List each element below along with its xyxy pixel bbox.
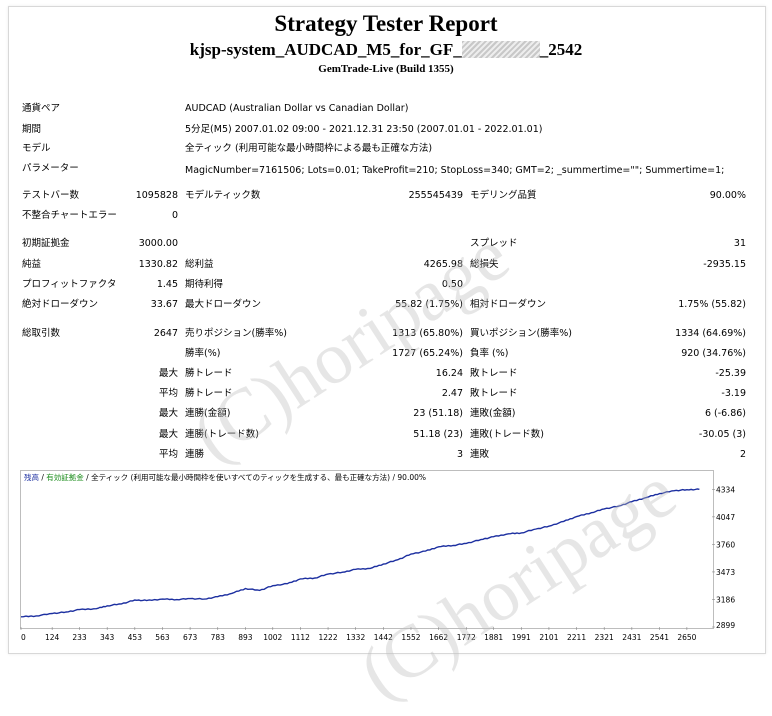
short-value: 1313 (65.80%) [392, 328, 463, 339]
deposit-value: 3000.00 [138, 238, 178, 249]
reldd-label: 相対ドローダウン [470, 299, 547, 310]
report-subtitle: kjsp-system_AUDCAD_M5_for_GF_ _2542 [0, 40, 772, 60]
consec-win-trades-label: 連勝(トレード数) [185, 429, 259, 440]
avg-loss-label: 敗トレード [470, 388, 518, 399]
legend-equity: 有効証拠金 [46, 473, 84, 482]
bars-value: 1095828 [135, 190, 178, 201]
long-label: 買いポジション(勝率%) [470, 328, 572, 339]
report-title: Strategy Tester Report [274, 11, 498, 36]
params-label: パラメーター [22, 163, 79, 174]
absdd-value: 33.67 [150, 299, 178, 310]
legend-rest: / 全ティック (利用可能な最小時間枠を使いすべてのティックを生成する、最も正確… [83, 473, 426, 482]
max-loss-value: -25.39 [715, 368, 746, 379]
netprofit-value: 1330.82 [138, 259, 178, 270]
redacted-block [461, 41, 540, 58]
pf-value: 1.45 [156, 279, 178, 290]
max-label-3: 最大 [158, 429, 178, 440]
consec-win-trades-value: 51.18 (23) [413, 429, 463, 440]
avg-consec-loss-value: 2 [739, 449, 746, 460]
reldd-value: 1.75% (55.82) [678, 299, 746, 310]
avg-label-2: 平均 [158, 449, 178, 460]
max-label-1: 最大 [158, 368, 178, 379]
spread-label: スプレッド [470, 238, 518, 249]
trades-label: 総取引数 [22, 328, 61, 339]
maxdd-label: 最大ドローダウン [185, 299, 262, 310]
absdd-label: 絶対ドローダウン [22, 299, 99, 310]
maxdd-value: 55.82 (1.75%) [395, 299, 463, 310]
consec-loss-trades-value: -30.05 (3) [698, 429, 746, 440]
avg-consec-win-label: 連勝 [185, 449, 205, 460]
balance-chart-box [20, 470, 714, 629]
period-label: 期間 [22, 124, 42, 135]
consec-loss-trades-label: 連敗(トレード数) [470, 429, 544, 440]
winrate-value: 1727 (65.24%) [392, 348, 463, 359]
period-value: 5分足(M5) 2007.01.02 09:00 - 2021.12.31 23… [185, 124, 543, 135]
avg-loss-value: -3.19 [721, 388, 746, 399]
avg-win-label: 勝トレード [185, 388, 233, 399]
symbol-value: AUDCAD (Australian Dollar vs Canadian Do… [185, 103, 409, 114]
errors-value: 0 [171, 210, 178, 221]
quality-value: 90.00% [709, 190, 746, 201]
grossprofit-label: 総利益 [185, 259, 214, 270]
model-value: 全ティック (利用可能な最小時間枠による最も正確な方法) [185, 143, 433, 154]
build-info: GemTrade-Live (Build 1355) [318, 63, 454, 75]
lossrate-value: 920 (34.76%) [681, 348, 746, 359]
payoff-label: 期待利得 [185, 279, 224, 290]
grossloss-label: 総損失 [470, 259, 499, 270]
subtitle-prefix: kjsp-system_AUDCAD_M5_for_GF_ [189, 40, 462, 59]
symbol-label: 通貨ペア [22, 103, 61, 114]
lossrate-label: 負率 (%) [470, 348, 509, 359]
spread-value: 31 [733, 238, 746, 249]
consec-loss-amount-value: 6 (-6.86) [704, 408, 746, 419]
errors-label: 不整合チャートエラー [22, 210, 117, 221]
grossloss-value: -2935.15 [703, 259, 746, 270]
payoff-value: 0.50 [441, 279, 463, 290]
max-win-label: 勝トレード [185, 368, 233, 379]
legend-balance: 残高 [24, 473, 39, 482]
params-value: MagicNumber=7161506; Lots=0.01; TakeProf… [185, 165, 725, 176]
netprofit-label: 純益 [22, 259, 42, 270]
consec-win-amount-label: 連勝(金額) [185, 408, 231, 419]
ticks-label: モデルティック数 [185, 190, 261, 201]
quality-label: モデリング品質 [470, 190, 537, 201]
deposit-label: 初期証拠金 [22, 238, 70, 249]
avg-label-1: 平均 [158, 388, 178, 399]
winrate-label: 勝率(%) [185, 348, 221, 359]
model-label: モデル [22, 143, 51, 154]
trades-value: 2647 [153, 328, 178, 339]
subtitle-suffix: _2542 [539, 40, 583, 59]
ticks-value: 255545439 [408, 190, 463, 201]
grossprofit-value: 4265.98 [423, 259, 463, 270]
consec-win-amount-value: 23 (51.18) [413, 408, 463, 419]
short-label: 売りポジション(勝率%) [185, 328, 287, 339]
bars-label: テストバー数 [22, 190, 80, 201]
max-label-2: 最大 [158, 408, 178, 419]
avg-win-value: 2.47 [441, 388, 463, 399]
consec-loss-amount-label: 連敗(金額) [470, 408, 516, 419]
pf-label: プロフィットファクタ [22, 279, 117, 290]
max-loss-label: 敗トレード [470, 368, 518, 379]
avg-consec-win-value: 3 [456, 449, 463, 460]
chart-legend: 残高 / 有効証拠金 / 全ティック (利用可能な最小時間枠を使いすべてのティッ… [24, 472, 426, 483]
legend-sep: / [39, 473, 47, 482]
avg-consec-loss-label: 連敗 [470, 449, 490, 460]
long-value: 1334 (64.69%) [675, 328, 746, 339]
max-win-value: 16.24 [435, 368, 463, 379]
